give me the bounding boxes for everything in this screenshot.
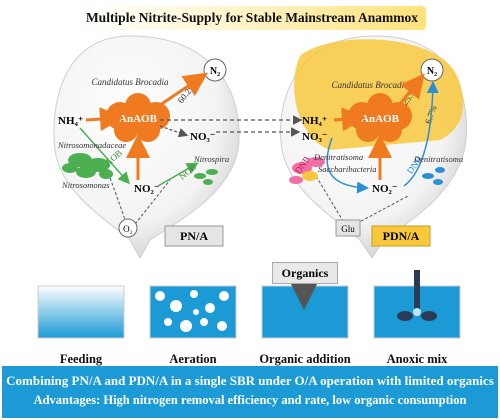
left-n2-label: N₂ (210, 66, 220, 77)
organic-addition-image (261, 278, 349, 339)
aeration-bubble (164, 318, 172, 326)
pdna-label: PDN/A (383, 229, 420, 243)
nitrospira-label: Nitrospira (193, 154, 229, 164)
left-no3-label: NO₃⁻ (190, 131, 216, 143)
left-nh4-arrow (85, 107, 124, 132)
right-anaob-label: AnAOB (361, 113, 400, 125)
aeration-bubble (155, 291, 165, 301)
organics-label: Organics (272, 262, 338, 284)
aeration-bubble (217, 321, 227, 331)
left-no3-arrow (159, 125, 189, 138)
left-nh4-label: NH₄⁺ (58, 115, 84, 127)
glu-arrow-2 (351, 195, 409, 227)
nob-blob (194, 169, 218, 185)
aeration-bubble (193, 309, 199, 315)
anoxic-mix-label: Anoxic mix (386, 352, 448, 366)
diagram-title: Multiple Nitrite-Supply for Stable Mains… (78, 6, 426, 30)
summary-banner: Combining PN/A and PDN/A in a single SBR… (2, 366, 498, 418)
nitrosomonadaceae-label: Nitrosomonadaceae (57, 140, 126, 150)
feeding-image (37, 285, 125, 339)
aob-blob (62, 153, 113, 179)
left-nob-arrow (157, 162, 199, 187)
pdna-box (371, 225, 431, 247)
right-n2-circle (420, 58, 444, 82)
aeration-bubble (190, 290, 198, 298)
o2-circle (118, 218, 138, 238)
dnb-blue-blob (422, 167, 445, 185)
right-n2-arrow (398, 73, 425, 105)
right-dnb-arrow (326, 137, 369, 194)
aeration-bubble (205, 303, 215, 313)
feeding-label: Feeding (59, 352, 103, 366)
banner-line-1: Combining PN/A and PDN/A in a single SBR… (6, 373, 494, 388)
aeration-image (149, 285, 237, 339)
process-diagram: AnAOB Candidatus Brocadia N₂ NH₄⁺ NO₃⁻ N… (37, 35, 467, 339)
denitratisoma-1-label: Denitratisoma (313, 152, 363, 162)
glu-label: Glu (341, 224, 355, 234)
aeration-bubble (180, 320, 192, 332)
right-candidatus-label: Candidatus Brocadia (332, 80, 409, 90)
right-nh4-label: NH₄⁺ (302, 115, 328, 127)
dnb-pink-blob (289, 157, 325, 184)
denitratisoma-2-label: Denitratisoma (413, 154, 463, 164)
left-aob-arrow (79, 127, 130, 185)
left-no2-label: NO₂⁻ (134, 183, 160, 195)
aeration-bubble (200, 318, 208, 326)
banner-line-2: Advantages: High nitrogen removal effici… (33, 393, 467, 407)
aeration-label: Aeration (169, 352, 217, 366)
right-dnb-n2-arrow (403, 81, 439, 187)
organic-addition-label: Organic addition (259, 352, 351, 366)
saccharibacteria-label: Saccharibacteria (318, 164, 377, 174)
aeration-bubble (219, 291, 229, 301)
right-nh4-arrow (333, 107, 366, 132)
pna-box (164, 225, 224, 247)
glu-box (335, 219, 361, 237)
right-no3-label: NO₃⁻ (302, 131, 328, 143)
pna-label: PN/A (180, 229, 208, 243)
anoxic-mix-image (373, 270, 461, 339)
right-no2-label: NO₂⁻ (372, 183, 398, 195)
left-o2-arrow-2 (131, 179, 171, 229)
aeration-bubble (170, 300, 182, 312)
left-n2-circle (203, 58, 227, 82)
left-candidatus-label: Candidatus Brocadia (92, 77, 169, 87)
left-anaob-label: AnAOB (119, 113, 158, 125)
o2-label: O₂ (123, 224, 133, 234)
nitrosomonas-label: Nitrosomonas (61, 180, 110, 190)
left-n2-arrow (159, 72, 208, 107)
right-n2-label: N₂ (427, 66, 437, 77)
